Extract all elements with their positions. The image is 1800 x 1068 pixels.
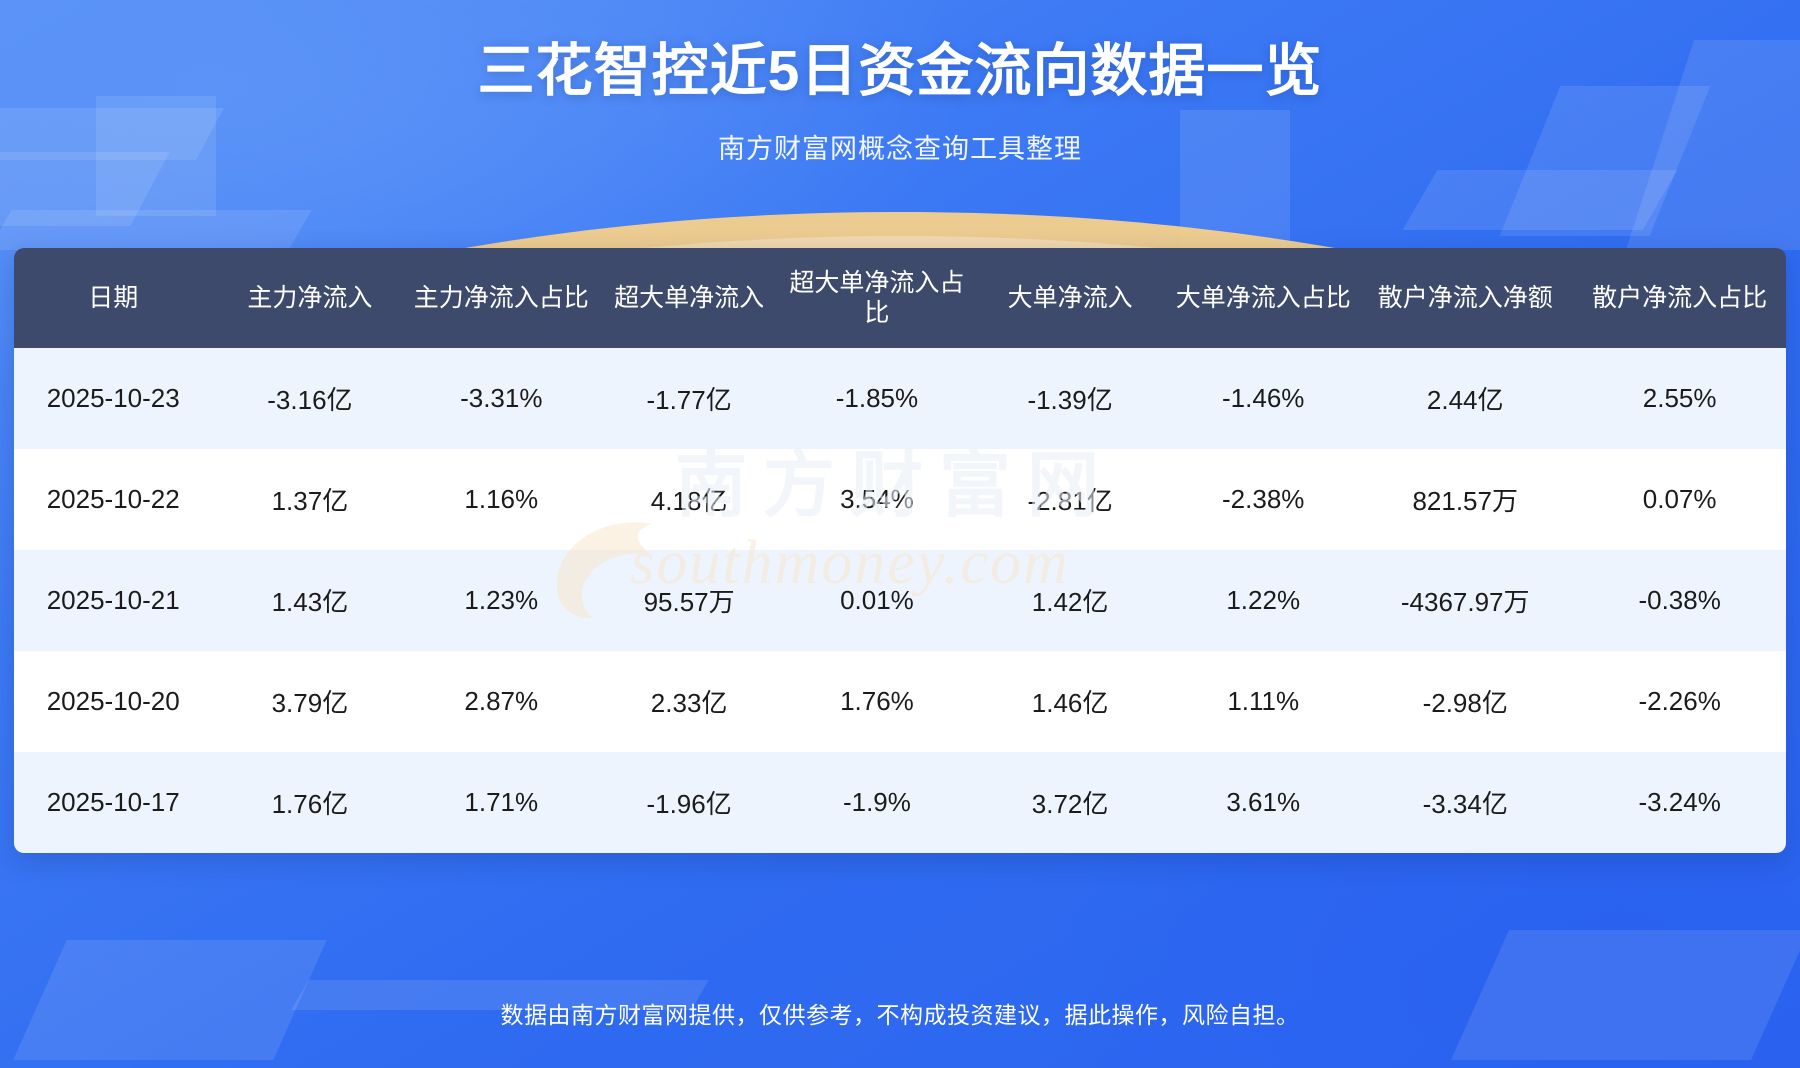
- cell-xl-pct: -1.9%: [783, 752, 971, 853]
- cell-retail-pct: -3.24%: [1573, 752, 1786, 853]
- cell-main-net: 1.37亿: [212, 449, 408, 550]
- column-header-retail-pct: 散户净流入占比: [1573, 248, 1786, 348]
- cell-main-pct: 1.71%: [407, 752, 596, 853]
- column-header-date: 日期: [14, 248, 213, 348]
- cell-retail-net: -4367.97万: [1357, 550, 1574, 651]
- table-row: 2025-10-22 1.37亿 1.16% 4.18亿 3.54% -2.81…: [14, 449, 1786, 550]
- cell-lg-pct: 1.11%: [1169, 651, 1358, 752]
- column-header-lg-net: 大单净流入: [970, 248, 1170, 348]
- column-header-main-pct: 主力净流入占比: [407, 248, 596, 348]
- cell-retail-net: 2.44亿: [1357, 348, 1574, 449]
- cell-xl-net: 4.18亿: [595, 449, 784, 550]
- page-footer: 数据由南方财富网提供，仅供参考，不构成投资建议，据此操作，风险自担。: [0, 958, 1800, 1068]
- cell-xl-net: 2.33亿: [595, 651, 784, 752]
- cell-xl-pct: 3.54%: [783, 449, 971, 550]
- table-row: 2025-10-21 1.43亿 1.23% 95.57万 0.01% 1.42…: [14, 550, 1786, 651]
- column-header-lg-pct: 大单净流入占比: [1169, 248, 1358, 348]
- cell-retail-pct: -0.38%: [1573, 550, 1786, 651]
- cell-xl-pct: -1.85%: [783, 348, 971, 449]
- table-row: 2025-10-23 -3.16亿 -3.31% -1.77亿 -1.85% -…: [14, 348, 1786, 449]
- cell-retail-pct: -2.26%: [1573, 651, 1786, 752]
- cell-date: 2025-10-23: [14, 348, 213, 449]
- page-title: 三花智控近5日资金流向数据一览: [477, 39, 1323, 103]
- page-header: 三花智控近5日资金流向数据一览 南方财富网概念查询工具整理: [0, 0, 1800, 248]
- cell-lg-pct: 1.22%: [1169, 550, 1358, 651]
- cell-lg-net: -2.81亿: [970, 449, 1170, 550]
- cell-xl-net: 95.57万: [595, 550, 784, 651]
- cell-main-net: 1.43亿: [212, 550, 408, 651]
- cell-retail-net: -2.98亿: [1357, 651, 1574, 752]
- cell-retail-net: 821.57万: [1357, 449, 1574, 550]
- table-row: 2025-10-17 1.76亿 1.71% -1.96亿 -1.9% 3.72…: [14, 752, 1786, 853]
- fund-flow-table: 日期 主力净流入 主力净流入占比 超大单净流入 超大单净流入占比 大单净流入 大…: [14, 248, 1786, 853]
- disclaimer-text: 数据由南方财富网提供，仅供参考，不构成投资建议，据此操作，风险自担。: [500, 1002, 1300, 1028]
- cell-main-net: -3.16亿: [212, 348, 408, 449]
- cell-lg-net: -1.39亿: [970, 348, 1170, 449]
- cell-date: 2025-10-21: [14, 550, 213, 651]
- cell-retail-net: -3.34亿: [1357, 752, 1574, 853]
- cell-lg-net: 1.42亿: [970, 550, 1170, 651]
- cell-main-net: 1.76亿: [212, 752, 408, 853]
- cell-lg-net: 3.72亿: [970, 752, 1170, 853]
- cell-xl-net: -1.77亿: [595, 348, 784, 449]
- cell-main-pct: 1.23%: [407, 550, 596, 651]
- cell-main-net: 3.79亿: [212, 651, 408, 752]
- column-header-main-net: 主力净流入: [212, 248, 408, 348]
- cell-date: 2025-10-17: [14, 752, 213, 853]
- table-header: 日期 主力净流入 主力净流入占比 超大单净流入 超大单净流入占比 大单净流入 大…: [14, 248, 1786, 348]
- table-body: 2025-10-23 -3.16亿 -3.31% -1.77亿 -1.85% -…: [14, 348, 1786, 853]
- table-header-row: 日期 主力净流入 主力净流入占比 超大单净流入 超大单净流入占比 大单净流入 大…: [14, 248, 1786, 348]
- cell-lg-pct: 3.61%: [1169, 752, 1358, 853]
- cell-lg-pct: -2.38%: [1169, 449, 1358, 550]
- cell-date: 2025-10-22: [14, 449, 213, 550]
- cell-date: 2025-10-20: [14, 651, 213, 752]
- cell-retail-pct: 0.07%: [1573, 449, 1786, 550]
- cell-lg-net: 1.46亿: [970, 651, 1170, 752]
- cell-xl-pct: 1.76%: [783, 651, 971, 752]
- column-header-retail-net: 散户净流入净额: [1357, 248, 1574, 348]
- cell-xl-net: -1.96亿: [595, 752, 784, 853]
- data-table-card: 日期 主力净流入 主力净流入占比 超大单净流入 超大单净流入占比 大单净流入 大…: [14, 248, 1786, 853]
- cell-lg-pct: -1.46%: [1169, 348, 1358, 449]
- cell-main-pct: 2.87%: [407, 651, 596, 752]
- cell-main-pct: -3.31%: [407, 348, 596, 449]
- cell-main-pct: 1.16%: [407, 449, 596, 550]
- table-row: 2025-10-20 3.79亿 2.87% 2.33亿 1.76% 1.46亿…: [14, 651, 1786, 752]
- cell-retail-pct: 2.55%: [1573, 348, 1786, 449]
- column-header-xl-net: 超大单净流入: [595, 248, 784, 348]
- cell-xl-pct: 0.01%: [783, 550, 971, 651]
- page-subtitle: 南方财富网概念查询工具整理: [718, 134, 1082, 165]
- column-header-xl-pct: 超大单净流入占比: [783, 248, 971, 348]
